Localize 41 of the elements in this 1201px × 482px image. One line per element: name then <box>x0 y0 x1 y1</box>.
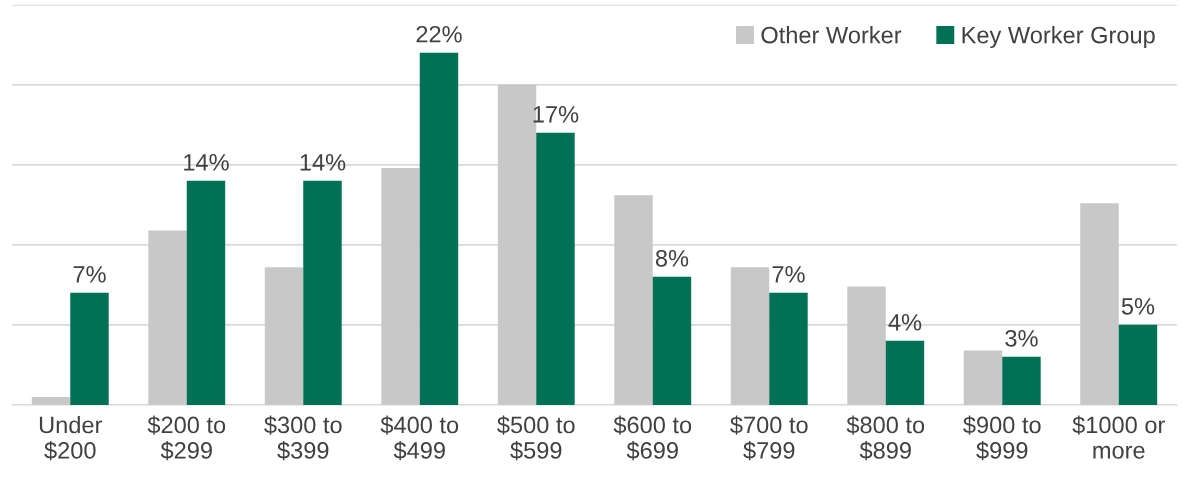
bar <box>303 180 342 405</box>
x-tick-label: $700 to $799 <box>730 415 808 461</box>
bar <box>963 350 1003 405</box>
x-tick-label: $200 to $299 <box>147 415 226 461</box>
data-label: 14% <box>184 154 229 171</box>
data-label: 14% <box>300 154 346 171</box>
bar <box>536 132 575 405</box>
bar <box>381 168 420 405</box>
bar <box>769 292 808 405</box>
x-tick-label: $1000 or more <box>1072 415 1165 459</box>
bar <box>1118 324 1158 405</box>
bar <box>885 340 925 405</box>
bar <box>1080 203 1119 405</box>
bar <box>419 52 459 405</box>
bar <box>264 267 304 405</box>
x-tick-label: $800 to $899 <box>846 415 925 461</box>
bar <box>186 180 226 405</box>
bar <box>730 267 770 405</box>
bar <box>1002 356 1041 405</box>
bar <box>847 286 886 405</box>
bar <box>614 195 653 405</box>
bar <box>70 292 109 405</box>
legend-label: Other Worker <box>761 26 902 44</box>
data-label: 22% <box>416 25 462 43</box>
bar <box>652 276 692 405</box>
bar <box>31 396 71 405</box>
bar <box>148 230 187 405</box>
x-tick-label: $300 to $399 <box>264 415 342 461</box>
x-tick-label: $600 to $699 <box>613 415 692 461</box>
data-label: 7% <box>73 266 106 283</box>
data-label: 8% <box>655 249 689 267</box>
data-label: 17% <box>533 106 579 123</box>
data-label: 4% <box>888 314 922 331</box>
data-label: 7% <box>772 266 805 283</box>
x-tick-label: $500 to $599 <box>497 415 575 461</box>
data-label: 3% <box>1005 329 1038 347</box>
legend-label: Key Worker Group <box>962 26 1155 49</box>
data-label: 5% <box>1121 298 1155 315</box>
x-tick-label: $900 to $999 <box>963 415 1041 461</box>
x-tick-label: $400 to $499 <box>380 415 459 461</box>
x-tick-label: Under $200 <box>39 415 103 461</box>
